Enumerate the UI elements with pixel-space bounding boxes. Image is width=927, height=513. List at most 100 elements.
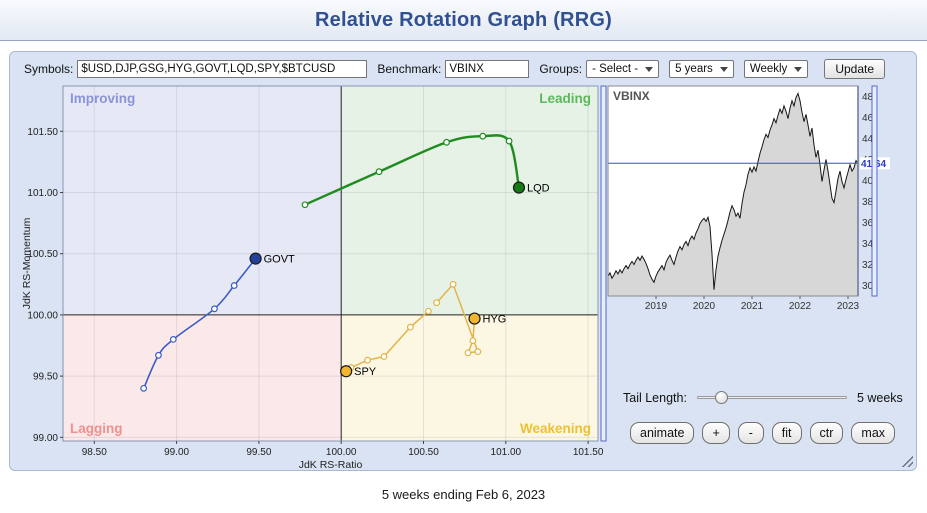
svg-text:99.00: 99.00 (33, 433, 58, 444)
rrg-dot-HYG[interactable] (468, 312, 481, 325)
benchmark-price-tick: 48 (862, 92, 874, 103)
benchmark-year-label: 2019 (645, 301, 668, 312)
benchmark-label: Benchmark: (377, 62, 442, 76)
svg-text:101.00: 101.00 (27, 188, 58, 199)
rrg-tail-marker (469, 337, 477, 345)
rrg-tail-marker (425, 307, 432, 315)
rrg-tail-marker (169, 335, 177, 343)
chevron-down-icon (645, 66, 654, 72)
benchmark-price-tick: 44 (862, 134, 874, 145)
benchmark-price-tick: 36 (862, 218, 874, 229)
rrg-tail-marker (464, 349, 472, 357)
symbols-input[interactable] (77, 60, 368, 78)
rrg-symbol-label: HYG (483, 314, 507, 326)
update-button[interactable]: Update (824, 59, 886, 79)
svg-text:100.50: 100.50 (27, 249, 58, 260)
benchmark-year-label: 2022 (789, 301, 812, 312)
groups-select[interactable]: - Select - (586, 60, 660, 78)
svg-text:101.50: 101.50 (573, 447, 604, 458)
svg-text:98.50: 98.50 (82, 447, 107, 458)
slider-thumb[interactable] (714, 391, 728, 404)
groups-select-value: - Select - (592, 63, 639, 75)
header: Relative Rotation Graph (RRG) (0, 0, 927, 41)
zoom-out-button[interactable]: - (737, 422, 764, 444)
rrg-dot-LQD[interactable] (512, 181, 526, 194)
benchmark-year-label: 2021 (741, 301, 764, 312)
period-select-value: 5 years (675, 63, 713, 75)
resize-handle[interactable] (899, 453, 913, 467)
tail-length-slider[interactable] (696, 390, 847, 405)
svg-text:99.00: 99.00 (164, 447, 189, 458)
tail-length-label: Tail Length: (623, 390, 687, 405)
rrg-symbol-label: SPY (354, 366, 377, 378)
max-button[interactable]: max (851, 422, 896, 444)
main-panel: Symbols: Benchmark: Groups: - Select - 5… (9, 51, 917, 471)
rrg-tail-marker (155, 351, 162, 359)
chevron-down-icon (794, 66, 803, 72)
x-axis-title: JdK RS-Ratio (299, 459, 363, 471)
svg-text:100.00: 100.00 (326, 447, 357, 458)
benchmark-price-tick: 34 (862, 239, 874, 250)
quadrant-lagging (63, 314, 342, 441)
rrg-tail-marker (474, 348, 482, 356)
rrg-tail-marker (406, 323, 414, 331)
slider-track[interactable] (696, 396, 847, 399)
benchmark-price-tick: 40 (862, 176, 874, 187)
rrg-symbol-label: LQD (527, 183, 550, 195)
rrg-tail-marker (364, 356, 371, 364)
benchmark-title: VBINX (613, 89, 650, 103)
svg-text:100.50: 100.50 (408, 447, 439, 458)
benchmark-price-tick: 30 (862, 281, 874, 292)
benchmark-year-label: 2020 (693, 301, 716, 312)
quadrant-label-improving: Improving (70, 91, 135, 106)
rrg-tail-marker (449, 280, 457, 288)
y-axis-title: JdK RS-Momentum (21, 217, 33, 309)
benchmark-input[interactable] (445, 60, 530, 78)
rrg-dot-GOVT[interactable] (249, 252, 262, 265)
benchmark-price-tick: 32 (862, 260, 874, 271)
svg-text:101.50: 101.50 (27, 127, 58, 138)
interval-select-value: Weekly (749, 63, 788, 75)
rrg-chart[interactable]: 98.50 99.00 99.50 100.00 100.50 101.00 101.50 9… (14, 78, 614, 472)
quadrant-weakening (341, 314, 598, 441)
rrg-tail-marker (380, 353, 388, 360)
rrg-tail-HYG (435, 282, 479, 354)
fit-button[interactable]: fit (771, 422, 802, 444)
rrg-tail-marker (230, 282, 238, 289)
animate-button[interactable]: animate (630, 422, 695, 444)
period-select[interactable]: 5 years (669, 60, 734, 78)
benchmark-year-label: 2023 (837, 301, 860, 312)
center-button[interactable]: ctr (809, 422, 844, 444)
quadrant-label-weakening: Weakening (520, 421, 591, 436)
rrg-tail-marker (433, 299, 441, 307)
quadrant-label-lagging: Lagging (70, 421, 123, 436)
chart-controls: animate + - fit ctr max (630, 422, 896, 444)
rrg-right-scrollbar[interactable] (600, 85, 607, 442)
interval-select[interactable]: Weekly (743, 60, 809, 78)
tail-length-value: 5 weeks (856, 390, 903, 405)
benchmark-area (608, 93, 858, 297)
tail-length-control: Tail Length: 5 weeks (623, 390, 903, 405)
toolbar: Symbols: Benchmark: Groups: - Select - 5… (24, 59, 886, 79)
svg-text:99.50: 99.50 (33, 372, 58, 383)
rrg-tail-marker (301, 201, 309, 209)
rrg-symbol-label: GOVT (264, 254, 295, 266)
svg-text:99.50: 99.50 (246, 447, 271, 458)
rrg-tail-marker (375, 168, 383, 176)
rrg-tail-marker (211, 305, 218, 313)
footer-caption: 5 weeks ending Feb 6, 2023 (381, 487, 546, 502)
rrg-tail-marker (505, 137, 513, 145)
rrg-tail-marker (443, 138, 450, 146)
rrg-tail-marker (140, 384, 148, 392)
quadrant-leading (341, 86, 598, 315)
benchmark-right-scrollbar[interactable] (871, 85, 878, 297)
svg-text:101.00: 101.00 (491, 447, 522, 458)
quadrant-improving (63, 86, 342, 315)
svg-text:100.00: 100.00 (27, 310, 58, 321)
chevron-down-icon (719, 66, 728, 72)
benchmark-price-line (607, 91, 859, 290)
rrg-tail-marker (479, 132, 487, 140)
rrg-dot-SPY[interactable] (340, 365, 353, 378)
zoom-in-button[interactable]: + (702, 422, 730, 444)
page-title: Relative Rotation Graph (RRG) (315, 9, 612, 31)
